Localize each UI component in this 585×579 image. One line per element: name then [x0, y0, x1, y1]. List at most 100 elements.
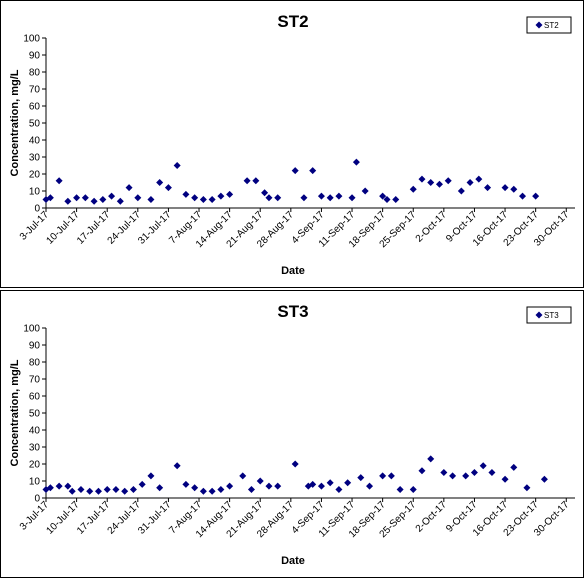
y-tick-label: 50 — [29, 119, 41, 130]
x-tick-label: 31-Jul-17 — [136, 499, 174, 537]
data-point — [291, 460, 299, 468]
data-point — [383, 196, 391, 203]
data-point — [501, 184, 509, 192]
y-tick-label: 0 — [34, 204, 40, 215]
y-tick-label: 10 — [29, 187, 41, 198]
data-point — [449, 472, 457, 480]
data-point — [274, 194, 282, 202]
y-tick-label: 80 — [29, 358, 41, 369]
data-point — [217, 192, 225, 200]
data-point — [361, 187, 369, 195]
data-point — [510, 185, 518, 193]
data-point — [147, 472, 155, 480]
data-point — [208, 196, 216, 203]
data-point — [396, 486, 404, 493]
data-point — [523, 484, 531, 492]
data-point — [147, 196, 155, 203]
data-point — [191, 194, 199, 202]
data-point — [352, 158, 360, 166]
data-point — [418, 467, 426, 475]
data-point — [265, 194, 273, 202]
legend-box — [526, 16, 572, 34]
legend-label: ST3 — [544, 311, 559, 320]
data-point — [300, 194, 308, 202]
y-tick-label: 10 — [29, 477, 41, 488]
data-point — [488, 469, 496, 476]
data-point — [46, 484, 54, 492]
data-point — [366, 482, 374, 490]
series-st3 — [42, 455, 548, 495]
data-point — [348, 194, 356, 202]
data-point — [86, 487, 94, 495]
chart-st3: ST3 ST301020304050607080901003-Jul-1710-J… — [9, 302, 575, 567]
legend: ST2 — [526, 16, 572, 34]
data-point — [77, 486, 85, 493]
y-tick-label: 20 — [29, 170, 41, 181]
data-point — [226, 482, 234, 490]
data-point — [409, 185, 417, 193]
data-point — [173, 462, 181, 470]
data-point — [409, 486, 417, 493]
data-point — [418, 175, 426, 183]
y-tick-label: 0 — [34, 494, 40, 505]
series-st2 — [42, 158, 540, 205]
data-point — [116, 197, 124, 205]
data-point — [265, 482, 273, 490]
data-point — [435, 180, 443, 188]
data-point — [457, 187, 465, 195]
x-tick-label: 2-Oct-17 — [414, 499, 450, 535]
chart-panel-st3: ST3 ST3 0 10 20 30 40 50 60 70 80 90 100 3-Jul-17 10-J… — [0, 290, 584, 578]
data-point — [357, 474, 365, 482]
data-point — [532, 192, 540, 200]
y-tick-label: 50 — [29, 409, 41, 420]
chart-panel-st2: ST2 ST2 0 10 20 30 40 50 60 70 80 90 100 3-Jul-17 10-J… — [0, 0, 584, 288]
data-point — [274, 482, 282, 490]
y-tick-label: 100 — [23, 324, 40, 335]
data-point — [501, 475, 509, 483]
data-point — [108, 192, 116, 200]
data-point — [484, 184, 492, 192]
data-point — [164, 184, 172, 192]
data-point — [247, 486, 255, 493]
data-point — [156, 179, 164, 186]
data-point — [462, 472, 470, 480]
y-tick-label: 20 — [29, 460, 41, 471]
data-point — [510, 463, 518, 471]
data-point — [138, 480, 146, 488]
data-point — [99, 196, 107, 203]
y-axis-title: Concentration, mg/L — [9, 359, 21, 466]
data-point — [475, 175, 483, 183]
data-point — [379, 192, 387, 200]
data-point — [309, 167, 317, 175]
x-tick-label: 2-Oct-17 — [414, 209, 450, 245]
chart-title: ST2 — [277, 12, 308, 31]
data-point — [173, 162, 181, 169]
data-point — [261, 189, 269, 197]
data-point — [134, 194, 142, 202]
data-point — [81, 194, 89, 202]
data-point — [199, 487, 207, 495]
data-point — [68, 487, 76, 495]
data-point — [344, 479, 352, 487]
data-point — [182, 480, 190, 488]
data-point — [112, 486, 120, 493]
data-point — [466, 179, 474, 186]
data-point — [46, 194, 54, 202]
legend: ST3 — [526, 306, 572, 324]
y-tick-label: 60 — [29, 392, 41, 403]
data-point — [540, 475, 548, 483]
x-axis-title: Date — [281, 265, 305, 277]
data-point — [156, 484, 164, 492]
data-point — [125, 184, 133, 192]
y-tick-label: 70 — [29, 85, 41, 96]
data-point — [317, 482, 325, 490]
data-point — [90, 197, 98, 205]
legend-label: ST2 — [544, 21, 559, 30]
y-tick-label: 70 — [29, 375, 41, 386]
y-tick-label: 40 — [29, 136, 41, 147]
data-point — [335, 192, 343, 200]
y-tick-label: 30 — [29, 443, 41, 454]
data-point — [208, 487, 216, 495]
y-tick-label: 90 — [29, 51, 41, 62]
data-point — [64, 482, 72, 490]
